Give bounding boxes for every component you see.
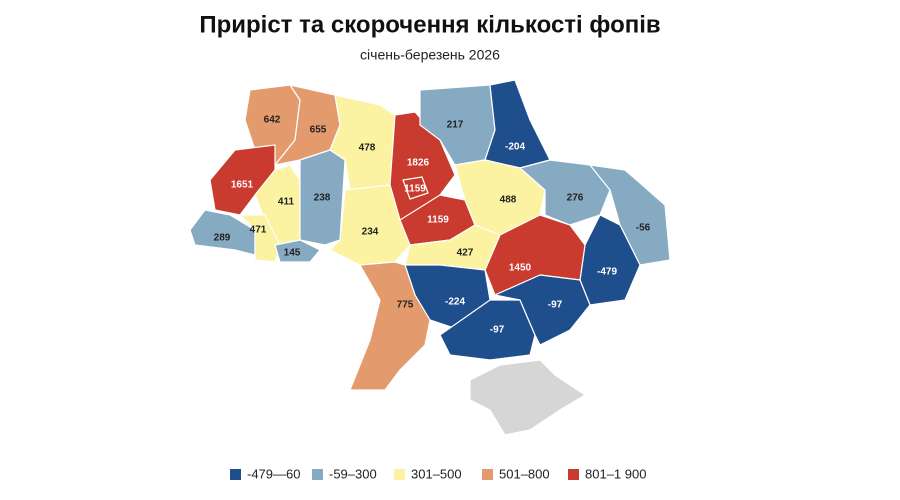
region [439,299,536,361]
region [484,79,551,169]
region-value: 655 [310,125,327,136]
region-value: -97 [548,300,563,311]
legend-swatch [394,469,405,480]
region [349,261,431,391]
legend-swatch [312,469,323,480]
region [299,149,346,246]
region-value: 775 [397,300,414,311]
crimea [469,359,586,436]
region-value: 488 [500,195,517,206]
region [274,239,321,263]
region-value: 427 [457,248,474,259]
region-value: 642 [264,115,281,126]
title: Приріст та скорочення кількості фопів [199,11,660,38]
region [402,176,429,200]
legend-swatch [568,469,579,480]
legend-label: 501–800 [499,466,550,481]
region-value: -204 [505,142,525,153]
region [589,164,671,266]
region-value: 1159 [404,184,426,195]
region [494,274,591,346]
legend-label: 801–1 900 [585,466,646,481]
legend-swatch [230,469,241,480]
legend-label: 301–500 [411,466,462,481]
region-value: -56 [636,223,651,234]
region [239,214,281,263]
region-value: 145 [284,248,301,259]
region-value: 1651 [231,180,254,191]
regions [189,79,671,436]
region-value: -97 [490,325,505,336]
legend-swatch [482,469,493,480]
region-value: 289 [214,233,231,244]
region-value: 1826 [407,158,430,169]
legend-label: -59–300 [329,466,377,481]
region-value: 478 [359,143,376,154]
region-value: 1450 [509,263,532,274]
region-value: 276 [567,193,584,204]
region-value: 411 [278,197,295,208]
region-value: 238 [314,193,331,204]
region-value: -224 [445,297,465,308]
legend: -479—60 -59–300 301–500 501–800 801–1 900 [230,466,646,481]
region-value: 1159 [427,215,449,226]
region-value: 217 [447,120,464,131]
legend-label: -479—60 [247,466,300,481]
region-value: 471 [250,225,267,236]
region-labels: 642 655 478 1826 1159 217 -204 1651 411 238 289 471… [214,115,651,336]
region-value: -479 [597,267,617,278]
region-value: 234 [362,227,379,238]
subtitle: січень-березень 2026 [360,47,500,63]
